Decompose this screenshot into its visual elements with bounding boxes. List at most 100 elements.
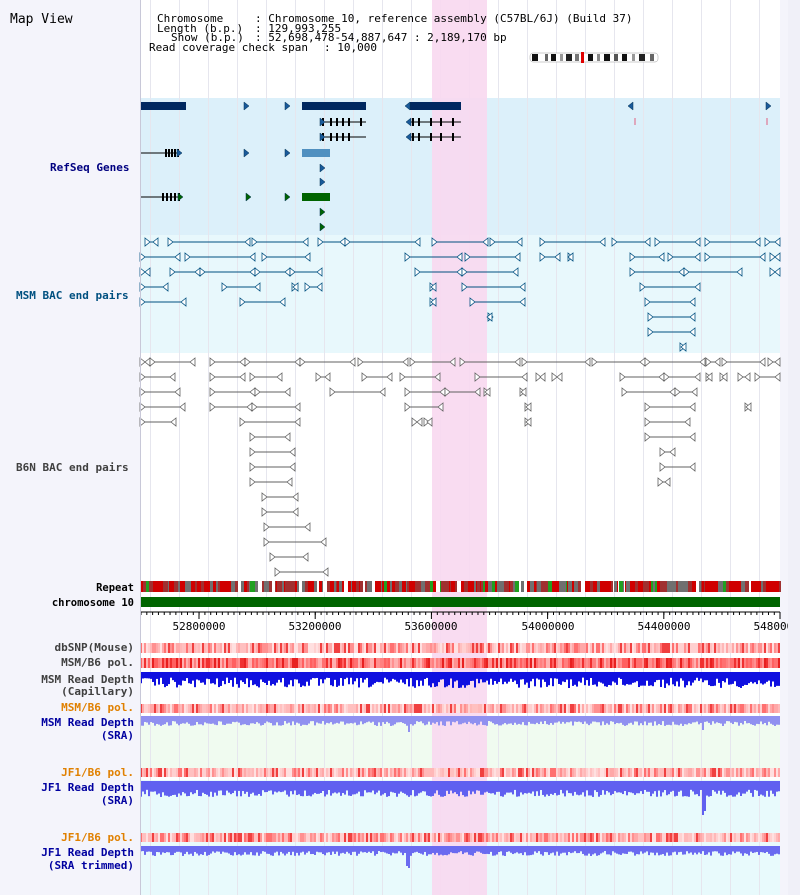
jf1-trimmed-depth-bar [392, 846, 394, 853]
msm-capillary-depth-bar [654, 672, 656, 683]
msm-sra-depth-bar [388, 716, 390, 724]
jf1-pol-heat-cell [686, 768, 688, 777]
jf1-sra-depth-bar [774, 781, 776, 797]
jf1-trimmed-depth-bar [742, 846, 744, 856]
jf1-pol-heat-cell [512, 768, 514, 777]
msm-pol-2-heat-cell [322, 704, 324, 713]
msm-pol-heat-cell [544, 658, 546, 668]
jf1-pol-2-heat-cell [714, 833, 716, 842]
polymorphism-and-depth-tracks[interactable] [140, 643, 780, 868]
msm-capillary-depth-bar [188, 672, 190, 684]
jf1-pol-heat-cell [316, 768, 318, 777]
msm-pol-2-heat-cell [496, 704, 498, 713]
dbsnp-heat-cell [406, 643, 408, 653]
jf1-trimmed-depth-bar [730, 846, 732, 855]
msm-pol-2-heat-cell [700, 704, 702, 713]
msm-pol-heat-cell [242, 658, 244, 668]
jf1-pol-2-heat-cell [208, 833, 210, 842]
jf1-pol-heat-cell [334, 768, 336, 777]
msm-pol-2-heat-cell [580, 704, 582, 713]
jf1-pol-heat-cell [774, 768, 776, 777]
msm-pol-heat-cell [420, 658, 422, 668]
msm-sra-depth-bar [630, 716, 632, 723]
jf1-trimmed-depth-bar [720, 846, 722, 856]
jf1-pol-heat-cell [490, 768, 492, 777]
jf1-pol-heat-cell [632, 768, 634, 777]
jf1-pol-heat-cell [378, 768, 380, 777]
jf1-sra-depth-bar [400, 781, 402, 792]
msm-capillary-depth-bar [272, 672, 274, 685]
msm-bac-end-pair-features[interactable] [139, 237, 781, 352]
msm-capillary-depth-bar [562, 672, 564, 682]
repeat-element [213, 581, 216, 592]
msm-pol-2-heat-cell [532, 704, 534, 713]
jf1-trimmed-depth-bar [188, 846, 190, 855]
jf1-pol-heat-cell [650, 768, 652, 777]
jf1-pol-2-heat-cell [220, 833, 222, 842]
jf1-trimmed-depth-bar [146, 846, 148, 852]
jf1-pol-heat-cell [606, 768, 608, 777]
jf1-pol-heat-cell [464, 768, 466, 777]
jf1-trimmed-depth-bar [142, 846, 144, 852]
chromosome-ideogram[interactable] [529, 52, 659, 63]
gene-exon [342, 133, 344, 141]
jf1-pol-heat-cell [304, 768, 306, 777]
msm-capillary-depth-bar [160, 672, 162, 678]
b6n-bac-end-pair-features[interactable] [139, 357, 781, 577]
msm-sra-depth-bar [382, 716, 384, 723]
msm-sra-depth-bar [688, 716, 690, 724]
msm-pol-heat-cell [758, 658, 760, 668]
msm-pol-2-heat-cell [446, 704, 448, 713]
jf1-sra-depth-bar [450, 781, 452, 791]
highlight-region[interactable] [432, 0, 487, 895]
msm-capillary-depth-bar [298, 672, 300, 684]
msm-pol-heat-cell [256, 658, 258, 668]
dbsnp-heat-cell [532, 643, 534, 653]
msm-capillary-depth-bar [278, 672, 280, 680]
jf1-pol-2-heat-cell [510, 833, 512, 842]
msm-capillary-depth-bar [314, 672, 316, 679]
jf1-sra-depth-bar [770, 781, 772, 791]
msm-sra-depth-bar [676, 716, 678, 725]
repeat-element [474, 581, 476, 592]
msm-bac-pair-end-left [464, 252, 471, 262]
jf1-trimmed-depth-bar [532, 846, 534, 855]
jf1-pol-heat-cell [530, 768, 532, 777]
msm-pol-heat-cell [238, 658, 240, 668]
dbsnp-heat-cell [186, 643, 188, 653]
msm-capillary-depth-bar [468, 672, 470, 685]
jf1-sra-depth-bar [598, 781, 600, 797]
jf1-sra-depth-bar [436, 781, 438, 791]
msm-pol-heat-cell [352, 658, 354, 668]
dbsnp-heat-cell [604, 643, 606, 653]
msm-capillary-depth-bar [320, 672, 322, 680]
jf1-pol-heat-cell [450, 768, 452, 777]
msm-pol-heat-cell [378, 658, 380, 668]
repeat-track[interactable] [140, 581, 781, 592]
jf1-trimmed-depth-bar [500, 846, 502, 852]
jf1-sra-depth-bar [544, 781, 546, 797]
jf1-pol-heat-cell [262, 768, 264, 777]
jf1-sra-depth-bar [662, 781, 664, 793]
dbsnp-heat-cell [644, 643, 646, 653]
jf1-pol-heat-cell [246, 768, 248, 777]
refseq-gene-features[interactable] [140, 101, 772, 232]
dbsnp-heat-cell [728, 643, 730, 653]
msm-pol-heat-cell [504, 658, 506, 668]
jf1-sra-depth-bar [282, 781, 284, 792]
msm-capillary-depth-bar [408, 672, 410, 687]
msm-pol-heat-cell [294, 658, 296, 668]
msm-sra-depth-bar [546, 716, 548, 725]
msm-pol-2-heat-cell [452, 704, 454, 713]
jf1-sra-depth-bar [166, 781, 168, 796]
jf1-sra-depth-bar [664, 781, 666, 791]
msm-sra-depth-bar [284, 716, 286, 722]
msm-sra-depth-bar [770, 716, 772, 724]
jf1-trimmed-depth-bar [380, 846, 382, 853]
msm-pol-2-heat-cell [206, 704, 208, 713]
jf1-pol-heat-cell [338, 768, 340, 777]
msm-capillary-depth-bar [370, 672, 372, 687]
msm-pol-heat-cell [482, 658, 484, 668]
jf1-pol-heat-cell [174, 768, 176, 777]
